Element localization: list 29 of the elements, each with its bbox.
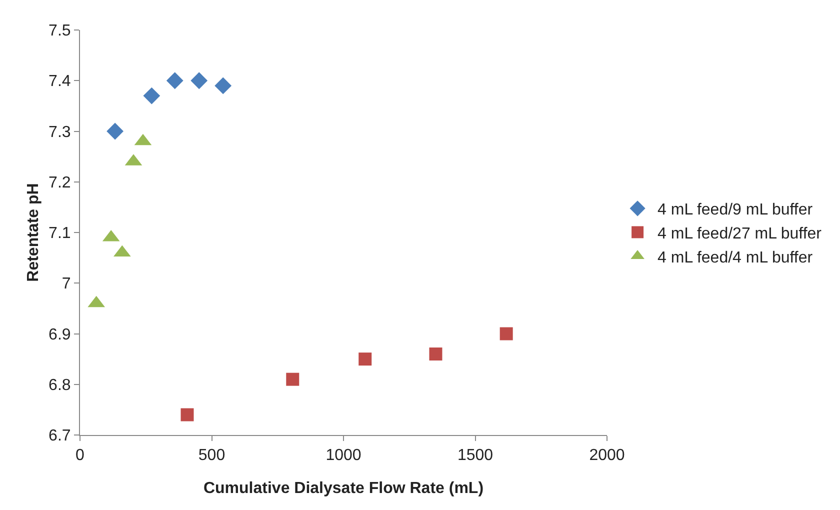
point [429, 348, 442, 360]
legend-label: 4 mL feed/9 mL buffer [658, 202, 814, 219]
legend-label: 4 mL feed/27 mL buffer [658, 225, 822, 242]
x-tick-label: 500 [198, 447, 226, 464]
y-tick-label: 7.5 [48, 22, 71, 40]
point [166, 72, 184, 90]
point [500, 327, 513, 340]
y-tick-label: 7.2 [48, 174, 71, 192]
y-tick-label: 6.8 [48, 376, 71, 394]
y-tick-label: 6.9 [48, 326, 71, 344]
point [180, 408, 194, 422]
point [190, 72, 208, 90]
point [214, 77, 232, 94]
x-tick-label: 1500 [457, 447, 494, 464]
x-tick-label: 0 [76, 447, 85, 464]
y-tick-label: 6.7 [48, 428, 71, 445]
x-tick-label: 2000 [589, 447, 625, 464]
legend-label: 4 mL feed/4 mL buffer [658, 249, 814, 266]
y-tick-label: 7.4 [48, 73, 71, 90]
y-tick-label: 7 [62, 276, 71, 293]
point [143, 87, 160, 104]
x-tick-label: 1000 [326, 447, 362, 464]
point [106, 122, 124, 140]
y-tick-label: 7.3 [48, 124, 71, 141]
x-axis-title: Cumulative Dialysate Flow Rate (mL) [203, 480, 484, 497]
point [358, 352, 372, 366]
y-axis-title: Retentate pH [25, 183, 42, 282]
y-tick-label: 7.1 [48, 225, 71, 242]
point [286, 372, 300, 386]
